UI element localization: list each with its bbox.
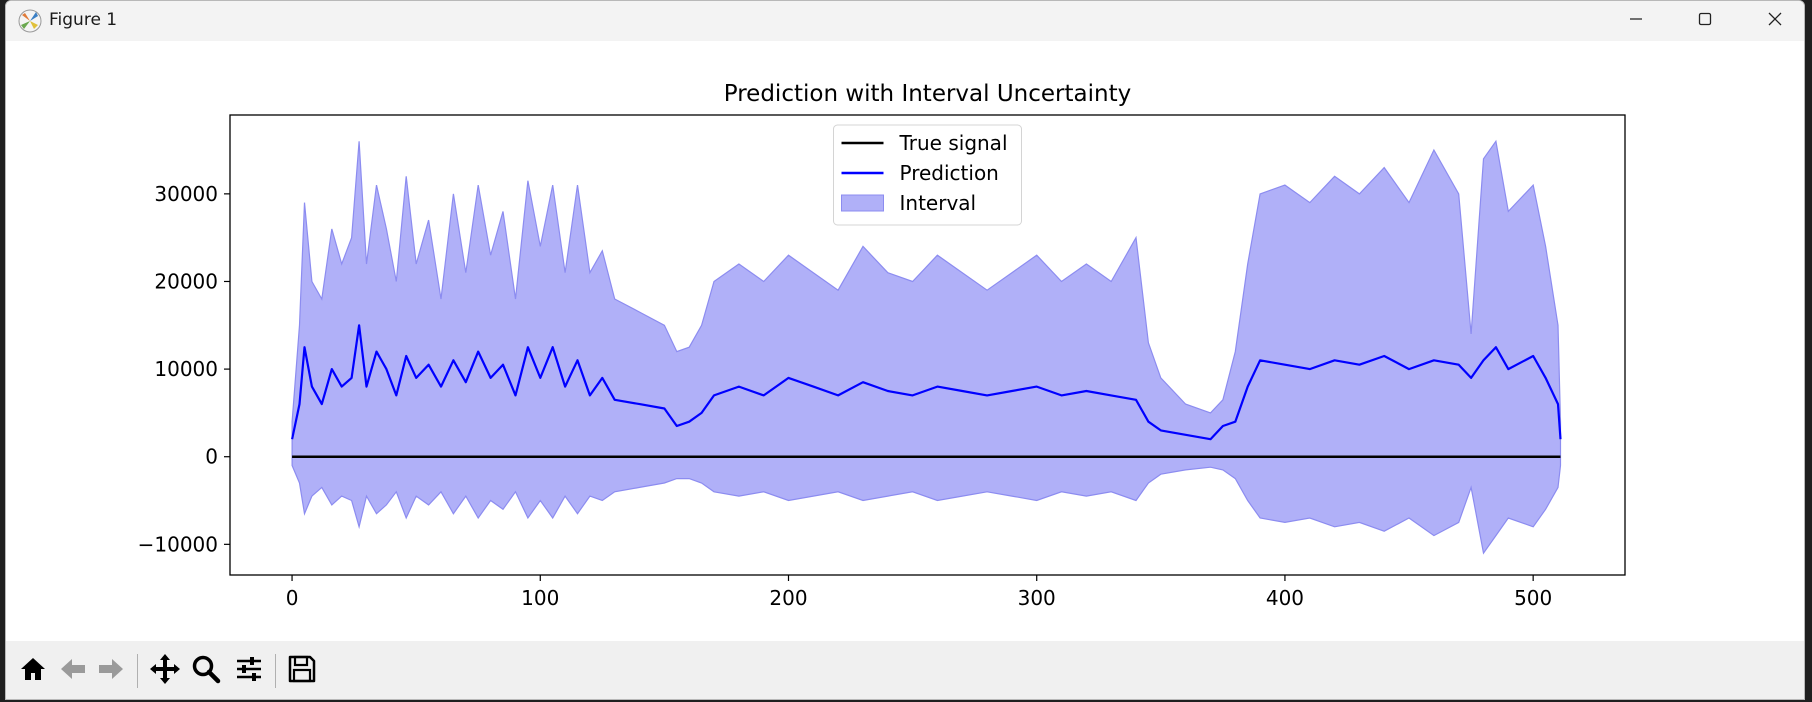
zoom-icon [191, 654, 221, 688]
x-tick-label: 400 [1266, 586, 1304, 610]
forward-icon [96, 654, 126, 688]
pan-icon [149, 653, 181, 689]
x-tick-label: 500 [1514, 586, 1552, 610]
legend-swatch-interval [841, 194, 884, 212]
toolbar-separator [137, 654, 138, 688]
close-icon [1767, 11, 1783, 31]
maximize-icon [1697, 11, 1713, 31]
y-tick-label: −10000 [138, 532, 218, 556]
interval-band [291, 139, 1562, 555]
navigation-toolbar [6, 641, 1804, 699]
figure-canvas[interactable]: 0 100 200 300 400 500 −10000 0 10000 20000 30000 Pr… [6, 41, 1804, 641]
save-icon [287, 654, 317, 688]
configure-subplots-icon [234, 654, 264, 688]
home-button[interactable] [14, 652, 52, 690]
y-tick-label: 30000 [154, 182, 218, 206]
legend-label: True signal [899, 131, 1008, 155]
figure-window: Figure 1 0 100 200 300 400 500 −10000 0 10000 200… [5, 0, 1805, 700]
save-button[interactable] [283, 652, 321, 690]
prediction-line [291, 324, 1562, 441]
legend-label: Interval [900, 191, 977, 215]
minimize-button[interactable] [1601, 1, 1671, 41]
maximize-button[interactable] [1670, 1, 1740, 41]
back-icon [58, 654, 88, 688]
y-tick-label: 20000 [154, 269, 218, 293]
minimize-icon [1628, 11, 1644, 31]
close-button[interactable] [1740, 1, 1804, 41]
title-bar[interactable]: Figure 1 [6, 1, 1804, 41]
legend-label: Prediction [900, 161, 999, 185]
back-button[interactable] [54, 652, 92, 690]
home-icon [18, 654, 48, 688]
terminal-background [0, 700, 1812, 702]
x-tick-label: 0 [286, 586, 299, 610]
matplotlib-icon [18, 9, 42, 33]
zoom-button[interactable] [187, 652, 225, 690]
window-title: Figure 1 [49, 10, 118, 30]
chart: 0 100 200 300 400 500 −10000 0 10000 20000 30000 Pr… [138, 81, 1626, 610]
configure-subplots-button[interactable] [230, 652, 268, 690]
forward-button[interactable] [92, 652, 130, 690]
y-tick-label: 0 [205, 445, 218, 469]
y-tick-label: 10000 [154, 357, 218, 381]
axes-frame [229, 114, 1626, 576]
toolbar-separator [275, 654, 276, 688]
x-tick-label: 300 [1018, 586, 1056, 610]
pan-button[interactable] [146, 652, 184, 690]
x-tick-label: 200 [769, 586, 807, 610]
x-tick-label: 100 [521, 586, 559, 610]
chart-title: Prediction with Interval Uncertainty [724, 81, 1131, 107]
